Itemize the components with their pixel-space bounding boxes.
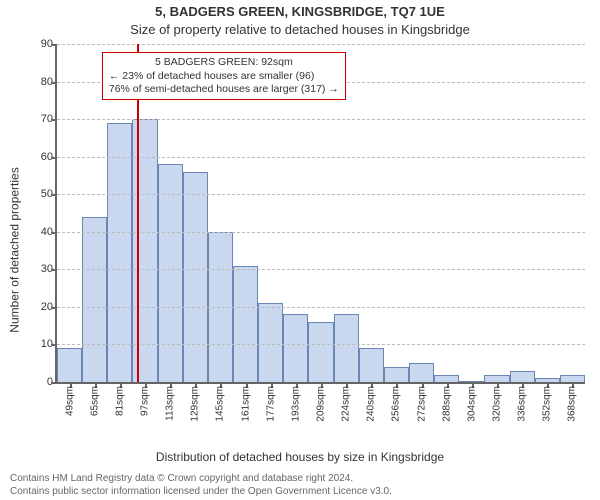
x-tick-label: 240sqm bbox=[366, 382, 377, 422]
y-tick-label: 10 bbox=[29, 338, 53, 350]
x-tick-label: 113sqm bbox=[165, 382, 176, 421]
x-tick-label: 272sqm bbox=[416, 382, 427, 422]
address-title: 5, BADGERS GREEN, KINGSBRIDGE, TQ7 1UE bbox=[0, 4, 600, 19]
histogram-bar bbox=[409, 363, 434, 382]
y-axis-label: Number of detached properties bbox=[8, 0, 22, 500]
y-tick-mark bbox=[51, 157, 57, 159]
histogram-bar bbox=[484, 375, 509, 383]
y-tick-mark bbox=[51, 232, 57, 234]
annotation-line: ← 23% of detached houses are smaller (96… bbox=[109, 70, 339, 83]
histogram-bar bbox=[183, 172, 208, 382]
y-tick-mark bbox=[51, 82, 57, 84]
y-tick-mark bbox=[51, 269, 57, 271]
y-tick-label: 50 bbox=[29, 188, 53, 200]
histogram-bar bbox=[334, 314, 359, 382]
chart-root: 5, BADGERS GREEN, KINGSBRIDGE, TQ7 1UE S… bbox=[0, 0, 600, 500]
y-tick-label: 60 bbox=[29, 151, 53, 163]
y-tick-mark bbox=[51, 194, 57, 196]
x-tick-label: 161sqm bbox=[240, 382, 251, 422]
footer-line-1: Contains HM Land Registry data © Crown c… bbox=[10, 472, 590, 485]
x-tick-label: 209sqm bbox=[316, 382, 327, 422]
attribution-footer: Contains HM Land Registry data © Crown c… bbox=[10, 472, 590, 498]
histogram-bar bbox=[258, 303, 283, 382]
x-tick-label: 145sqm bbox=[215, 382, 226, 422]
x-tick-label: 97sqm bbox=[140, 382, 151, 416]
histogram-bar bbox=[308, 322, 333, 382]
x-tick-label: 81sqm bbox=[114, 382, 125, 416]
y-tick-label: 20 bbox=[29, 301, 53, 313]
histogram-bar bbox=[434, 375, 459, 383]
x-tick-label: 177sqm bbox=[265, 382, 276, 422]
y-tick-mark bbox=[51, 119, 57, 121]
x-tick-label: 320sqm bbox=[492, 382, 503, 422]
y-tick-label: 30 bbox=[29, 263, 53, 275]
histogram-bar bbox=[158, 164, 183, 382]
x-tick-label: 368sqm bbox=[567, 382, 578, 422]
histogram-bar bbox=[384, 367, 409, 382]
x-tick-label: 304sqm bbox=[466, 382, 477, 422]
x-tick-label: 352sqm bbox=[542, 382, 553, 422]
y-tick-label: 80 bbox=[29, 76, 53, 88]
histogram-bar bbox=[107, 123, 132, 382]
histogram-bar bbox=[510, 371, 535, 382]
y-tick-label: 90 bbox=[29, 38, 53, 50]
y-tick-label: 0 bbox=[29, 376, 53, 388]
y-tick-mark bbox=[51, 44, 57, 46]
x-tick-label: 193sqm bbox=[290, 382, 301, 422]
y-tick-mark bbox=[51, 307, 57, 309]
x-tick-label: 129sqm bbox=[190, 382, 201, 422]
annotation-box: 5 BADGERS GREEN: 92sqm← 23% of detached … bbox=[102, 52, 346, 99]
histogram-bar bbox=[82, 217, 107, 382]
histogram-bar bbox=[359, 348, 384, 382]
annotation-line: 5 BADGERS GREEN: 92sqm bbox=[109, 56, 339, 69]
y-tick-label: 40 bbox=[29, 226, 53, 238]
histogram-bar bbox=[283, 314, 308, 382]
x-tick-label: 65sqm bbox=[89, 382, 100, 416]
y-tick-label: 70 bbox=[29, 113, 53, 125]
histogram-bar bbox=[233, 266, 258, 382]
chart-subtitle: Size of property relative to detached ho… bbox=[0, 22, 600, 37]
footer-line-2: Contains public sector information licen… bbox=[10, 485, 590, 498]
y-tick-mark bbox=[51, 344, 57, 346]
annotation-line: 76% of semi-detached houses are larger (… bbox=[109, 83, 339, 96]
histogram-bar bbox=[560, 375, 585, 383]
x-tick-label: 224sqm bbox=[341, 382, 352, 422]
x-tick-label: 288sqm bbox=[441, 382, 452, 422]
plot-area: 010203040506070809049sqm65sqm81sqm97sqm1… bbox=[55, 44, 585, 384]
x-tick-label: 336sqm bbox=[517, 382, 528, 422]
y-tick-mark bbox=[51, 382, 57, 384]
x-axis-label: Distribution of detached houses by size … bbox=[0, 450, 600, 464]
x-tick-label: 256sqm bbox=[391, 382, 402, 422]
x-tick-label: 49sqm bbox=[64, 382, 75, 416]
histogram-bar bbox=[57, 348, 82, 382]
